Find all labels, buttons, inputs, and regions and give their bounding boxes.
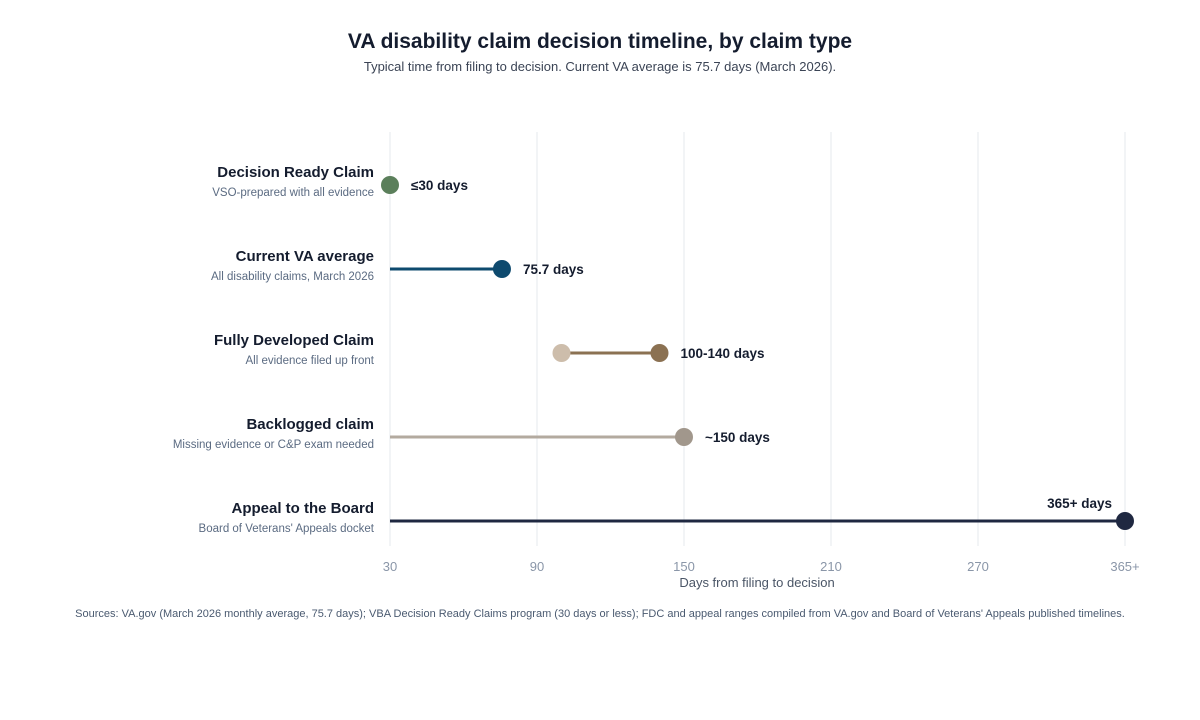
end-dot <box>1116 512 1134 530</box>
row-note: All disability claims, March 2026 <box>211 271 374 283</box>
value-label: 75.7 days <box>523 262 584 277</box>
x-tick-label: 270 <box>967 559 989 574</box>
end-dot <box>675 428 693 446</box>
chart-subtitle: Typical time from filing to decision. Cu… <box>363 59 837 74</box>
x-tick-label: 210 <box>820 559 842 574</box>
row-note: VSO-prepared with all evidence <box>212 187 374 199</box>
row-label: Current VA average <box>236 248 374 265</box>
row-note: All evidence filed up front <box>246 355 375 367</box>
row-label: Decision Ready Claim <box>217 164 374 181</box>
start-dot <box>552 344 571 362</box>
chart-title: VA disability claim decision timeline, b… <box>347 30 853 53</box>
end-dot <box>381 176 399 194</box>
x-tick-label: 90 <box>530 559 544 574</box>
x-tick-label: 30 <box>383 559 397 574</box>
x-tick-label: 365+ <box>1110 559 1139 574</box>
dumbbell-chart: 30 90 150 210 270 365+ Days from filing to dec… <box>173 132 1140 590</box>
value-label: ~150 days <box>705 430 770 445</box>
sources-note: Sources: VA.gov (March 2026 monthly aver… <box>75 608 1125 620</box>
x-axis-label: Days from filing to decision <box>679 575 834 590</box>
row-label: Fully Developed Claim <box>214 332 374 349</box>
row-label: Appeal to the Board <box>231 500 374 517</box>
end-dot <box>492 260 511 278</box>
value-label: ≤30 days <box>411 178 468 193</box>
value-label: 100-140 days <box>681 346 765 361</box>
end-dot <box>650 344 669 362</box>
value-label: 365+ days <box>1047 496 1112 511</box>
row-note: Board of Veterans' Appeals docket <box>199 523 375 535</box>
row-label: Backlogged claim <box>246 416 374 433</box>
x-tick-label: 150 <box>673 559 695 574</box>
row-note: Missing evidence or C&P exam needed <box>173 439 374 451</box>
